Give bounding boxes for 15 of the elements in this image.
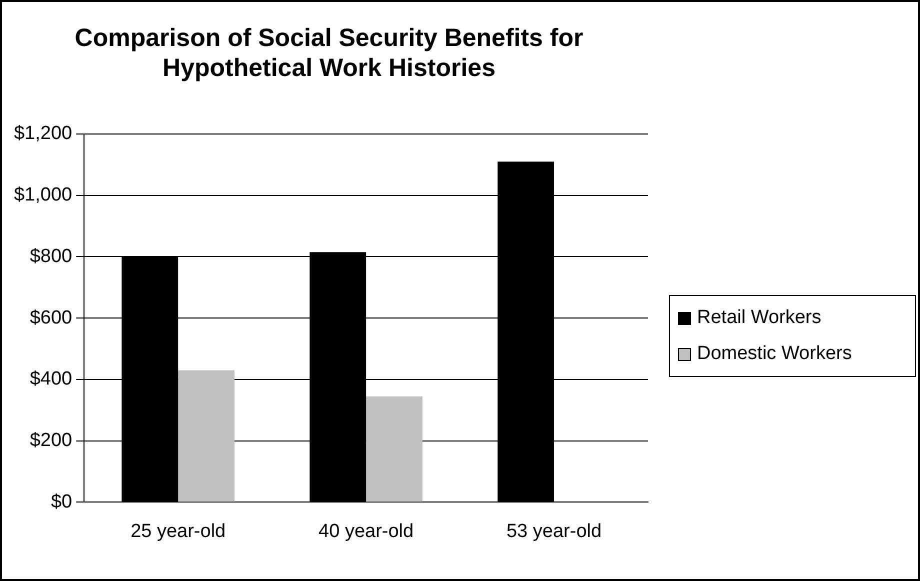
y-tick-label: $1,000: [14, 184, 72, 206]
x-tick-label: 53 year-old: [506, 520, 602, 542]
bar: [366, 396, 422, 502]
y-tick-label: $600: [30, 307, 72, 328]
legend-label: Domestic Workers: [697, 343, 852, 365]
y-tick-label: $800: [30, 246, 72, 267]
bar: [178, 370, 234, 502]
x-tick-label: 25 year-old: [130, 520, 226, 542]
legend-label: Retail Workers: [697, 307, 822, 329]
y-tick-label: $0: [50, 491, 72, 512]
y-tick-label: $200: [30, 430, 72, 452]
y-tick-label: $400: [30, 368, 72, 390]
y-tick-label: $1,200: [14, 123, 72, 144]
chart-title: Comparison of Social Security Benefits for Hypothetical Work Histories: [74, 24, 584, 82]
x-tick-label: 40 year-old: [318, 520, 414, 542]
